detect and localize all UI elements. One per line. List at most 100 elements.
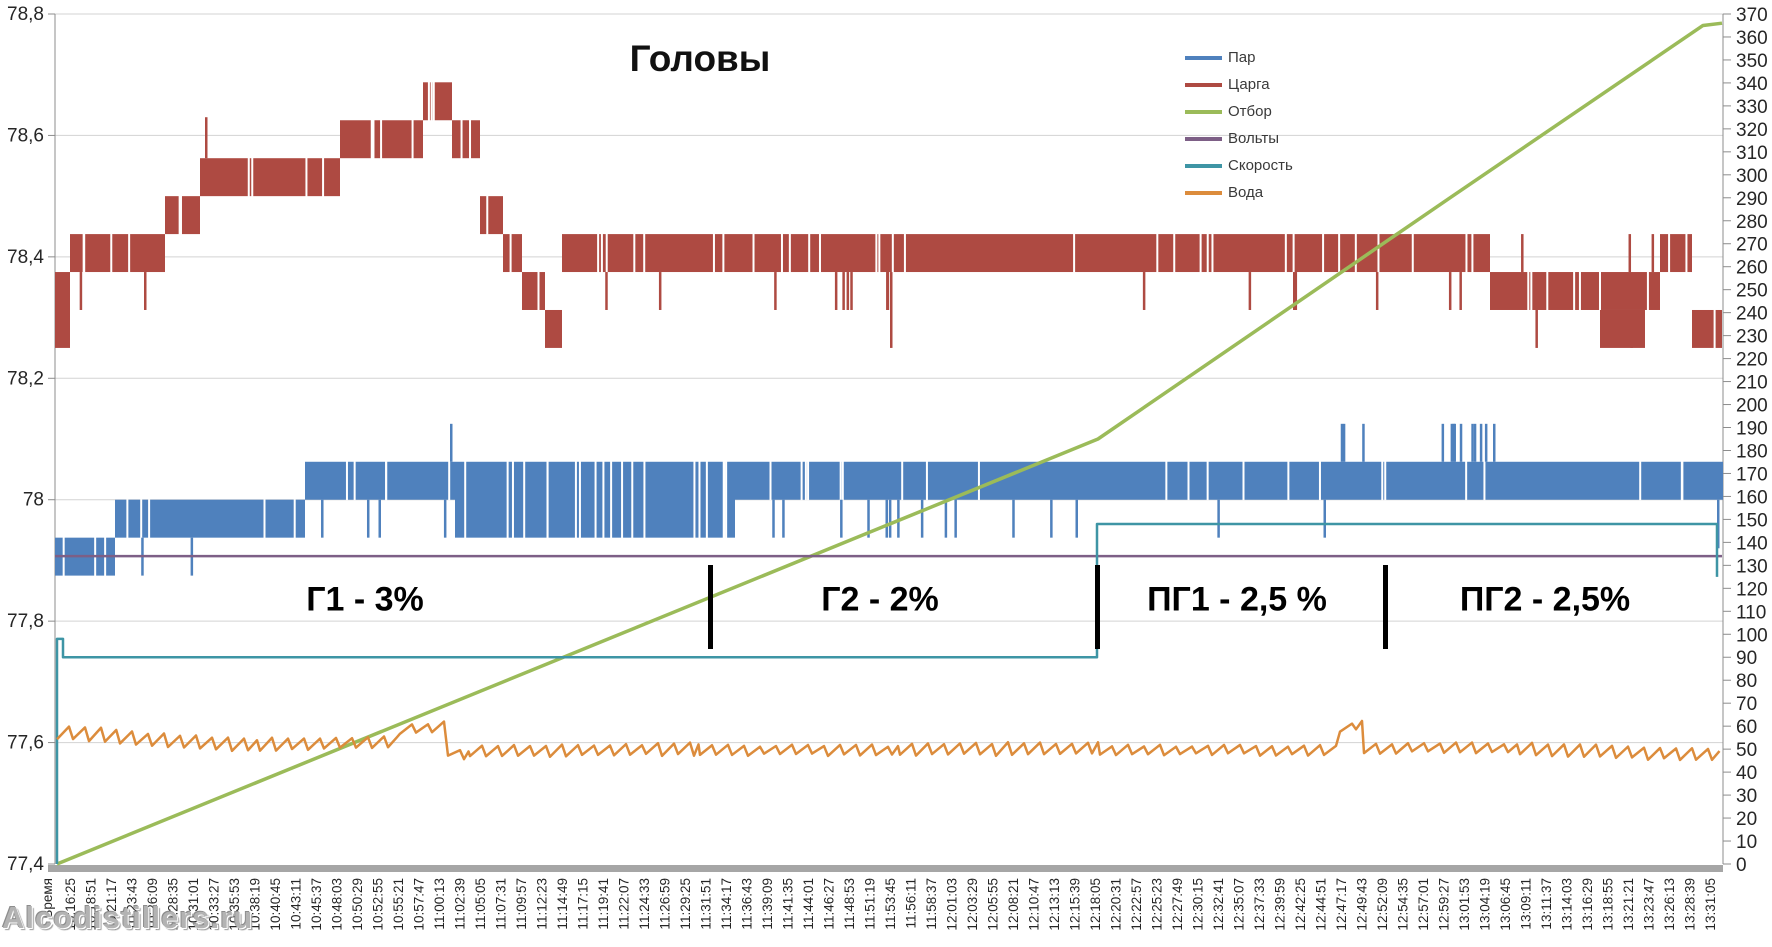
legend-item-Вольты[interactable]: Вольты [1185, 125, 1293, 152]
band-gap [1546, 271, 1549, 311]
legend-label: Царга [1228, 76, 1270, 93]
x-axis-label: 11:17:15 [576, 878, 591, 930]
phase-label: ПГ2 - 2,5% [1459, 580, 1631, 619]
legend-item-Вода[interactable]: Вода [1185, 179, 1293, 206]
band-gap [698, 461, 701, 539]
band-gap [643, 233, 646, 273]
x-axis-label: 12:03:29 [965, 878, 980, 931]
band-gap [1165, 461, 1168, 501]
series-line-Отбор [56, 21, 1723, 866]
legend-item-Скорость[interactable]: Скорость [1185, 152, 1293, 179]
band-dip [842, 272, 845, 310]
band-gap [506, 461, 509, 539]
phase-divider [707, 565, 713, 649]
band-gap [469, 119, 472, 159]
band-gap [578, 461, 581, 539]
x-axis-label: 12:32:41 [1211, 878, 1226, 931]
band-gap [605, 233, 608, 273]
x-axis-label: 11:39:09 [760, 878, 775, 930]
band-gap [370, 119, 373, 159]
series-band-Царга [1692, 309, 1722, 348]
legend-item-Царга[interactable]: Царга [1185, 71, 1293, 98]
band-gap [1573, 271, 1576, 311]
band-dip [443, 499, 447, 538]
band-gap [110, 233, 113, 273]
x-axis-label: 12:27:49 [1170, 878, 1185, 931]
left-axis-label: 78 [23, 490, 44, 511]
band-gap [1483, 461, 1486, 501]
series-band-Царга [522, 272, 545, 310]
right-axis-label: 360 [1736, 28, 1768, 49]
x-axis-label: 10:23:43 [125, 878, 140, 931]
band-dip [1294, 272, 1298, 310]
band-gap [1322, 233, 1325, 273]
band-dip [378, 499, 381, 538]
left-axis-label: 78,4 [7, 247, 44, 268]
x-axis-label: 12:05:55 [986, 878, 1001, 931]
right-axis-label: 10 [1736, 832, 1757, 853]
chart-title: Головы [629, 38, 771, 79]
x-axis-label: 11:51:19 [863, 878, 878, 930]
band-gap [1377, 233, 1380, 273]
band-gap [460, 119, 463, 159]
band-gap [345, 461, 348, 501]
x-axis-label: 12:15:39 [1068, 878, 1083, 931]
right-axis-label: 110 [1736, 602, 1766, 623]
band-gap [1206, 461, 1209, 501]
x-axis-label: 11:24:33 [637, 878, 652, 930]
band-dip [1375, 272, 1379, 310]
series-line-Скорость [55, 522, 1719, 864]
band-gap [1465, 461, 1468, 501]
band-gap [818, 233, 821, 273]
x-axis-label: 12:25:23 [1150, 878, 1165, 931]
band-gap [631, 461, 634, 539]
band-gap [372, 119, 375, 159]
x-axis-label: 12:10:47 [1027, 878, 1042, 931]
phase-label: Г1 - 3% [306, 580, 424, 619]
series-band-Царга [545, 309, 562, 348]
band-dip [366, 499, 370, 538]
x-axis-label: 11:00:13 [432, 878, 447, 930]
band-dip [1323, 499, 1326, 538]
band-dip [1050, 499, 1053, 538]
band-gap [1713, 309, 1716, 349]
band-gap [752, 233, 755, 273]
series-band-Царга [55, 272, 70, 348]
band-dip [888, 499, 892, 538]
x-axis-label: 12:42:25 [1293, 878, 1308, 931]
x-axis-bar [48, 865, 1723, 872]
x-axis-label: 11:07:31 [494, 878, 509, 930]
legend-item-Пар[interactable]: Пар [1185, 44, 1293, 71]
x-axis-label: 13:16:29 [1580, 878, 1595, 931]
right-axis-label: 0 [1736, 855, 1747, 876]
band-gap [448, 461, 451, 501]
x-axis-label: 10:55:21 [391, 878, 406, 931]
band-gap [705, 461, 708, 539]
band-gap [1287, 461, 1290, 501]
band-gap [1646, 271, 1649, 311]
band-gap [1685, 233, 1688, 273]
left-axis-label: 78,8 [7, 4, 44, 25]
right-axis-label: 30 [1736, 786, 1757, 807]
right-axis-label: 190 [1736, 419, 1768, 440]
series-band-Царга [70, 234, 165, 273]
band-gap [1668, 233, 1671, 273]
legend-item-Отбор[interactable]: Отбор [1185, 98, 1293, 125]
band-gap [1073, 233, 1076, 273]
band-gap [841, 461, 844, 501]
band-gap [808, 233, 811, 273]
right-axis-label: 140 [1736, 533, 1768, 554]
band-dip [1448, 272, 1452, 310]
band-gap [769, 461, 772, 501]
band-gap [148, 499, 151, 539]
x-axis-label: 11:22:07 [617, 878, 632, 930]
band-gap [621, 461, 624, 539]
x-axis-label: 12:44:51 [1314, 878, 1329, 931]
band-gap [1578, 271, 1581, 311]
x-axis-label: 13:06:45 [1498, 878, 1513, 931]
right-axis-label: 160 [1736, 487, 1768, 508]
band-dip [79, 272, 83, 310]
band-gap [305, 157, 308, 197]
band-gap [780, 233, 783, 273]
band-gap [1284, 233, 1287, 273]
